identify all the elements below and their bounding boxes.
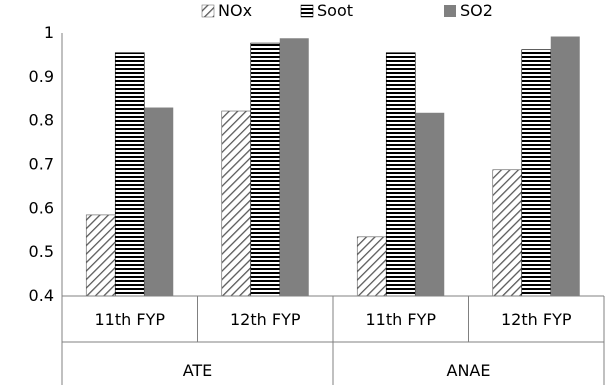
group-label-anae: ANAE	[447, 361, 491, 380]
x-tick-label: 11th FYP	[366, 310, 437, 329]
legend-item-nox: NOx	[201, 1, 252, 20]
y-axis-ticks: 0.4 0.5 0.6 0.7 0.8 0.9 1	[29, 23, 54, 305]
group-label-ate: ATE	[183, 361, 213, 380]
legend-swatch-nox	[201, 4, 215, 18]
bar-nox-2	[356, 236, 387, 297]
bar-so2-0	[144, 107, 174, 297]
legend-item-so2: SO2	[444, 1, 493, 20]
bar-soot-1	[250, 42, 281, 297]
bar-nox-0	[85, 214, 116, 297]
legend-item-soot: Soot	[300, 1, 353, 20]
x-tick-label: 12th FYP	[230, 310, 301, 329]
bar-so2-2	[415, 112, 445, 296]
bars	[85, 36, 580, 297]
bar-soot-0	[114, 52, 145, 297]
bar-soot-3	[521, 49, 552, 297]
axes	[61, 33, 605, 385]
y-tick-label: 0.7	[29, 155, 54, 174]
legend-swatch-soot	[300, 4, 314, 18]
y-tick-label: 0.4	[29, 286, 54, 305]
bar-soot-2	[385, 52, 416, 297]
y-tick-label: 0.6	[29, 198, 54, 217]
legend-swatch-so2	[444, 5, 456, 17]
y-tick-label: 0.8	[29, 111, 54, 130]
bar-nox-1	[221, 110, 252, 297]
legend-label-nox: NOx	[218, 1, 252, 20]
y-tick-label: 1	[44, 23, 54, 42]
category-labels: 11th FYP 12th FYP 11th FYP 12th FYP ATE ANAE	[95, 310, 572, 380]
x-tick-label: 12th FYP	[501, 310, 572, 329]
legend-label-so2: SO2	[460, 1, 493, 20]
y-tick-label: 0.9	[29, 67, 54, 86]
legend-label-soot: Soot	[317, 1, 353, 20]
legend: NOx Soot SO2	[201, 1, 493, 20]
bar-so2-1	[279, 38, 309, 296]
y-tick-label: 0.5	[29, 242, 54, 261]
x-tick-label: 11th FYP	[95, 310, 166, 329]
bar-nox-3	[492, 169, 523, 297]
bar-so2-3	[550, 36, 580, 297]
